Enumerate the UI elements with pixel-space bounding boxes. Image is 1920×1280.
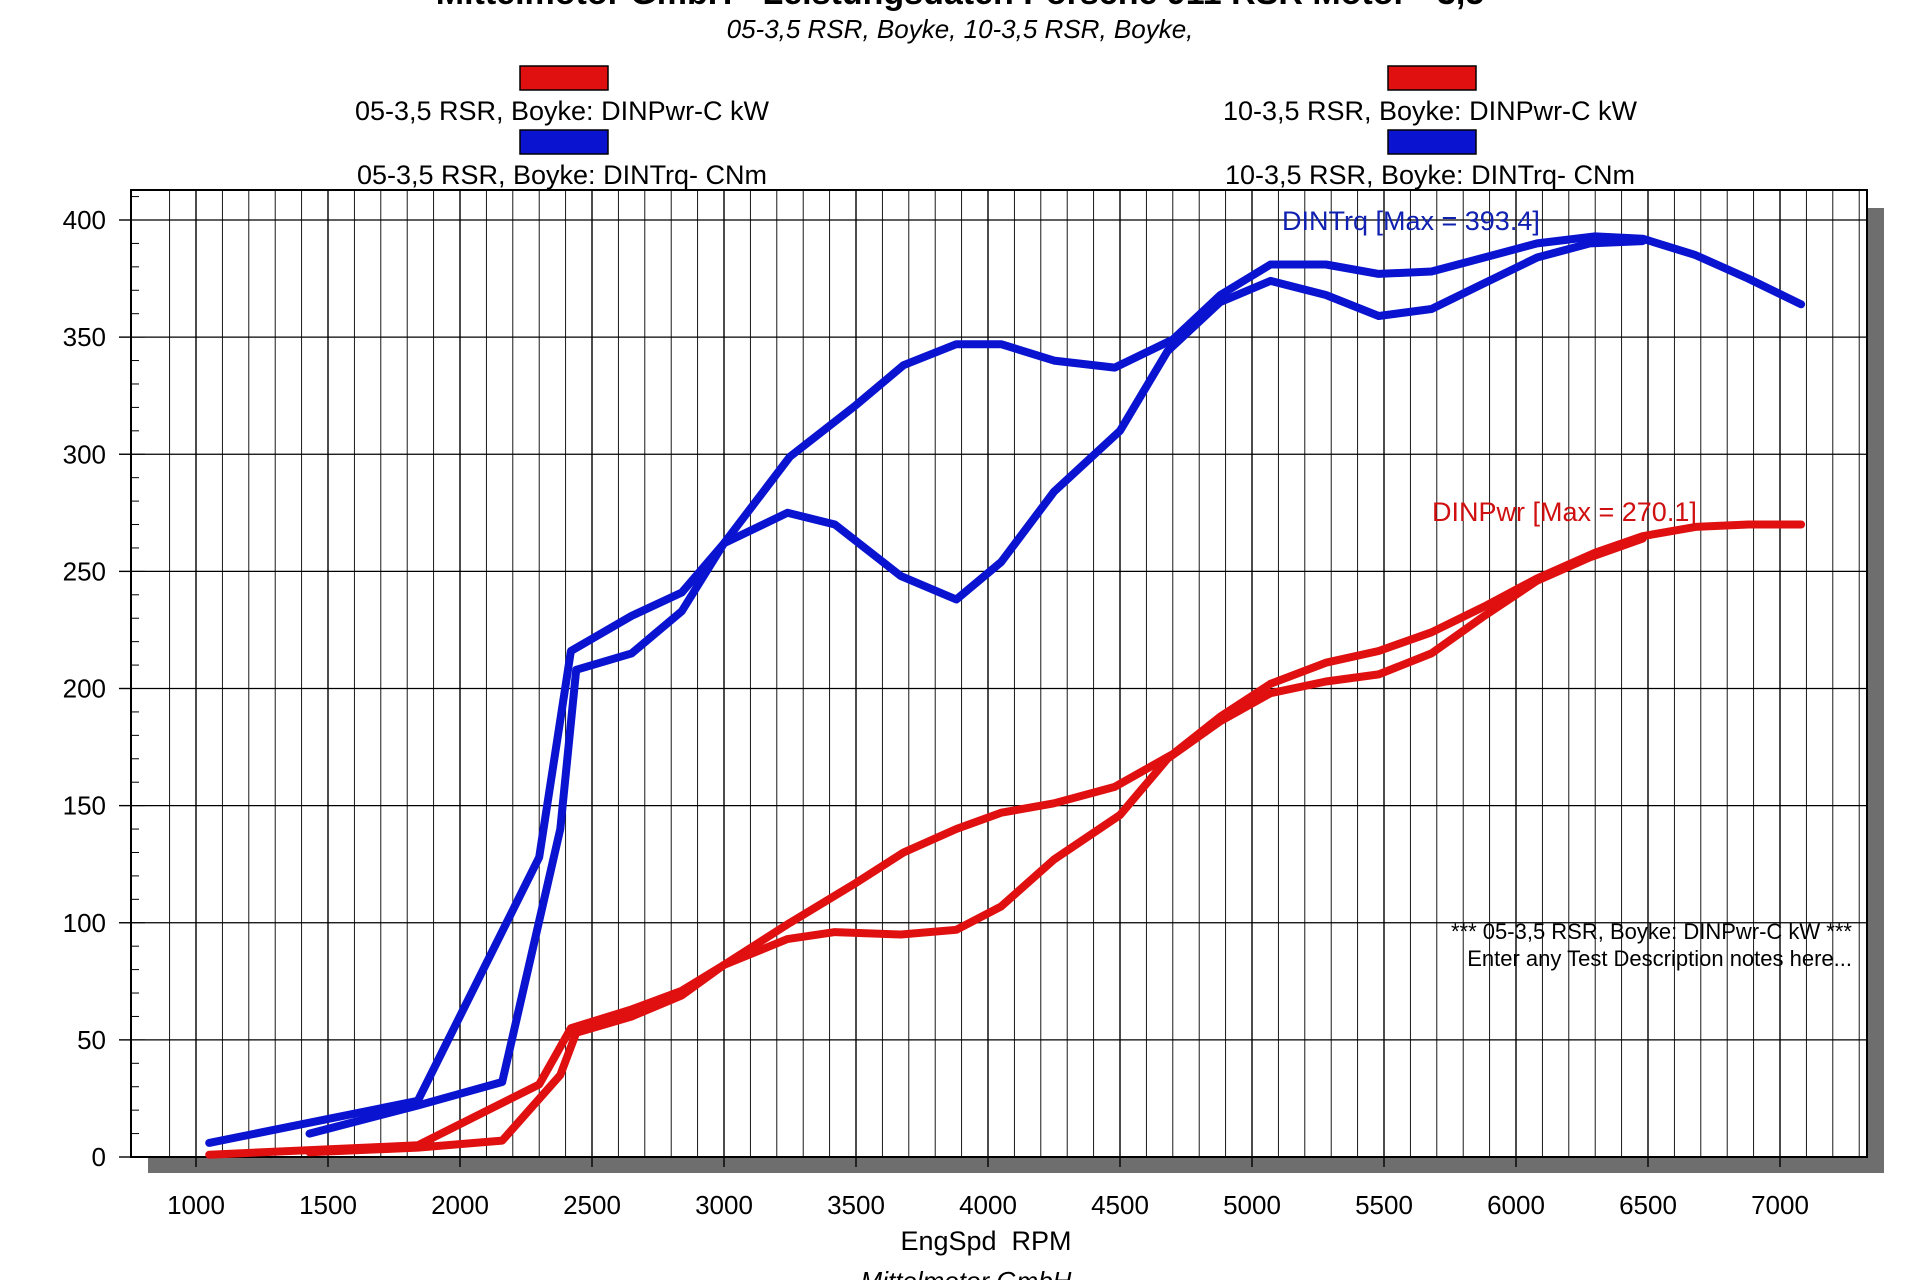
y-tick-label: 400	[63, 205, 106, 235]
x-tick-label: 1000	[167, 1190, 225, 1220]
legend-swatch-05-pwr	[519, 65, 609, 91]
x-tick-label: 4500	[1091, 1190, 1149, 1220]
legend-label-05-pwr: 05-3,5 RSR, Boyke: DINPwr-C kW	[355, 96, 770, 126]
x-tick-label: 6500	[1619, 1190, 1677, 1220]
y-tick-label: 50	[77, 1025, 106, 1055]
chart-title: Mittelmotor GmbH - Leistungsdaten Porsch…	[436, 0, 1485, 12]
x-tick-label: 2000	[431, 1190, 489, 1220]
y-tick-label: 0	[92, 1142, 106, 1172]
x-axis-label: EngSpd RPM	[900, 1226, 1071, 1256]
y-tick-label: 350	[63, 322, 106, 352]
legend-label-10-trq: 10-3,5 RSR, Boyke: DINTrq- CNm	[1225, 160, 1635, 190]
x-tick-label: 6000	[1487, 1190, 1545, 1220]
legend-label-05-trq: 05-3,5 RSR, Boyke: DINTrq- CNm	[357, 160, 767, 190]
y-axis-ticks: 0 50 100 150 200 250 300 350 400	[63, 205, 131, 1172]
x-tick-label: 4000	[959, 1190, 1017, 1220]
legend: 05-3,5 RSR, Boyke: DINPwr-C kW 05-3,5 RS…	[355, 65, 1638, 190]
trq-max-annotation: DINTrq [Max = 393.4]	[1282, 206, 1540, 236]
x-tick-label: 2500	[563, 1190, 621, 1220]
legend-label-10-pwr: 10-3,5 RSR, Boyke: DINPwr-C kW	[1223, 96, 1638, 126]
y-tick-label: 150	[63, 791, 106, 821]
x-tick-label: 3000	[695, 1190, 753, 1220]
x-tick-label: 3500	[827, 1190, 885, 1220]
y-tick-label: 100	[63, 908, 106, 938]
x-axis-ticks: 1000 1500 2000 2500 3000 3500 4000 4500 5000 5500…	[167, 1157, 1809, 1220]
series-group	[205, 232, 1806, 1159]
legend-swatch-10-trq	[1387, 129, 1477, 155]
legend-swatch-10-pwr	[1387, 65, 1477, 91]
pwr-max-annotation: DINPwr [Max = 270.1]	[1432, 497, 1697, 527]
x-tick-label: 5500	[1355, 1190, 1413, 1220]
y-tick-label: 200	[63, 674, 106, 704]
y-tick-label: 300	[63, 439, 106, 469]
chart-subtitle: 05-3,5 RSR, Boyke, 10-3,5 RSR, Boyke,	[727, 14, 1194, 44]
x-tick-label: 7000	[1751, 1190, 1809, 1220]
y-tick-label: 250	[63, 556, 106, 586]
note-line-1: *** 05-3,5 RSR, Boyke: DINPwr-C kW ***	[1451, 919, 1852, 944]
footer-text: Mittelmotor GmbH	[861, 1266, 1072, 1280]
x-tick-label: 1500	[299, 1190, 357, 1220]
note-line-2: Enter any Test Description notes here...	[1467, 946, 1852, 971]
legend-swatch-05-trq	[519, 129, 609, 155]
x-tick-label: 5000	[1223, 1190, 1281, 1220]
plot-area	[130, 189, 1868, 1158]
